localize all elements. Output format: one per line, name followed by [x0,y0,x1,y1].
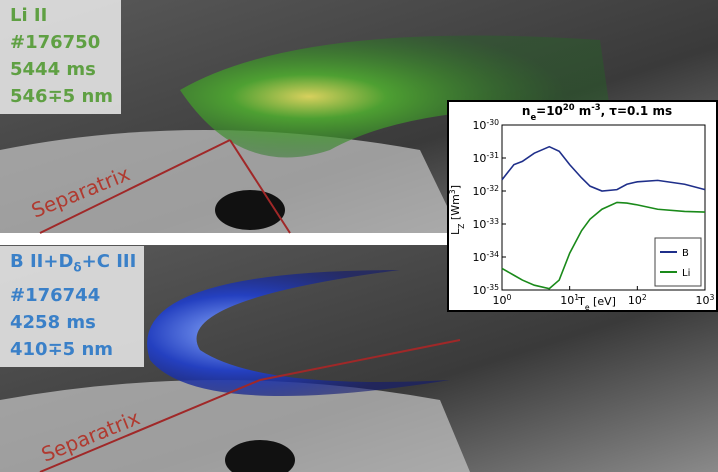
label-line: #176750 [10,29,113,56]
label-line: 546∓5 nm [10,83,113,110]
panel-label: B II+Dδ+C III #176744 4258 ms 410∓5 nm [0,246,144,367]
legend-box [655,238,701,286]
chart: ne=1020 m-3, τ=0.1 ms Te [eV] LZ [Wm3] 1… [447,100,718,312]
legend-label: Li [682,268,690,279]
label-line: 5444 ms [10,56,113,83]
label-line: Li II [10,2,113,29]
figure: Separatrix Separatrix Li II #176750 5444… [0,0,718,472]
label-line: B II+Dδ+C III [10,248,136,282]
legend-label: B [682,248,689,259]
label-line: 410∓5 nm [10,336,136,363]
label-line: 4258 ms [10,309,136,336]
label-line: #176744 [10,282,136,309]
panel-label: Li II #176750 5444 ms 546∓5 nm [0,0,121,114]
